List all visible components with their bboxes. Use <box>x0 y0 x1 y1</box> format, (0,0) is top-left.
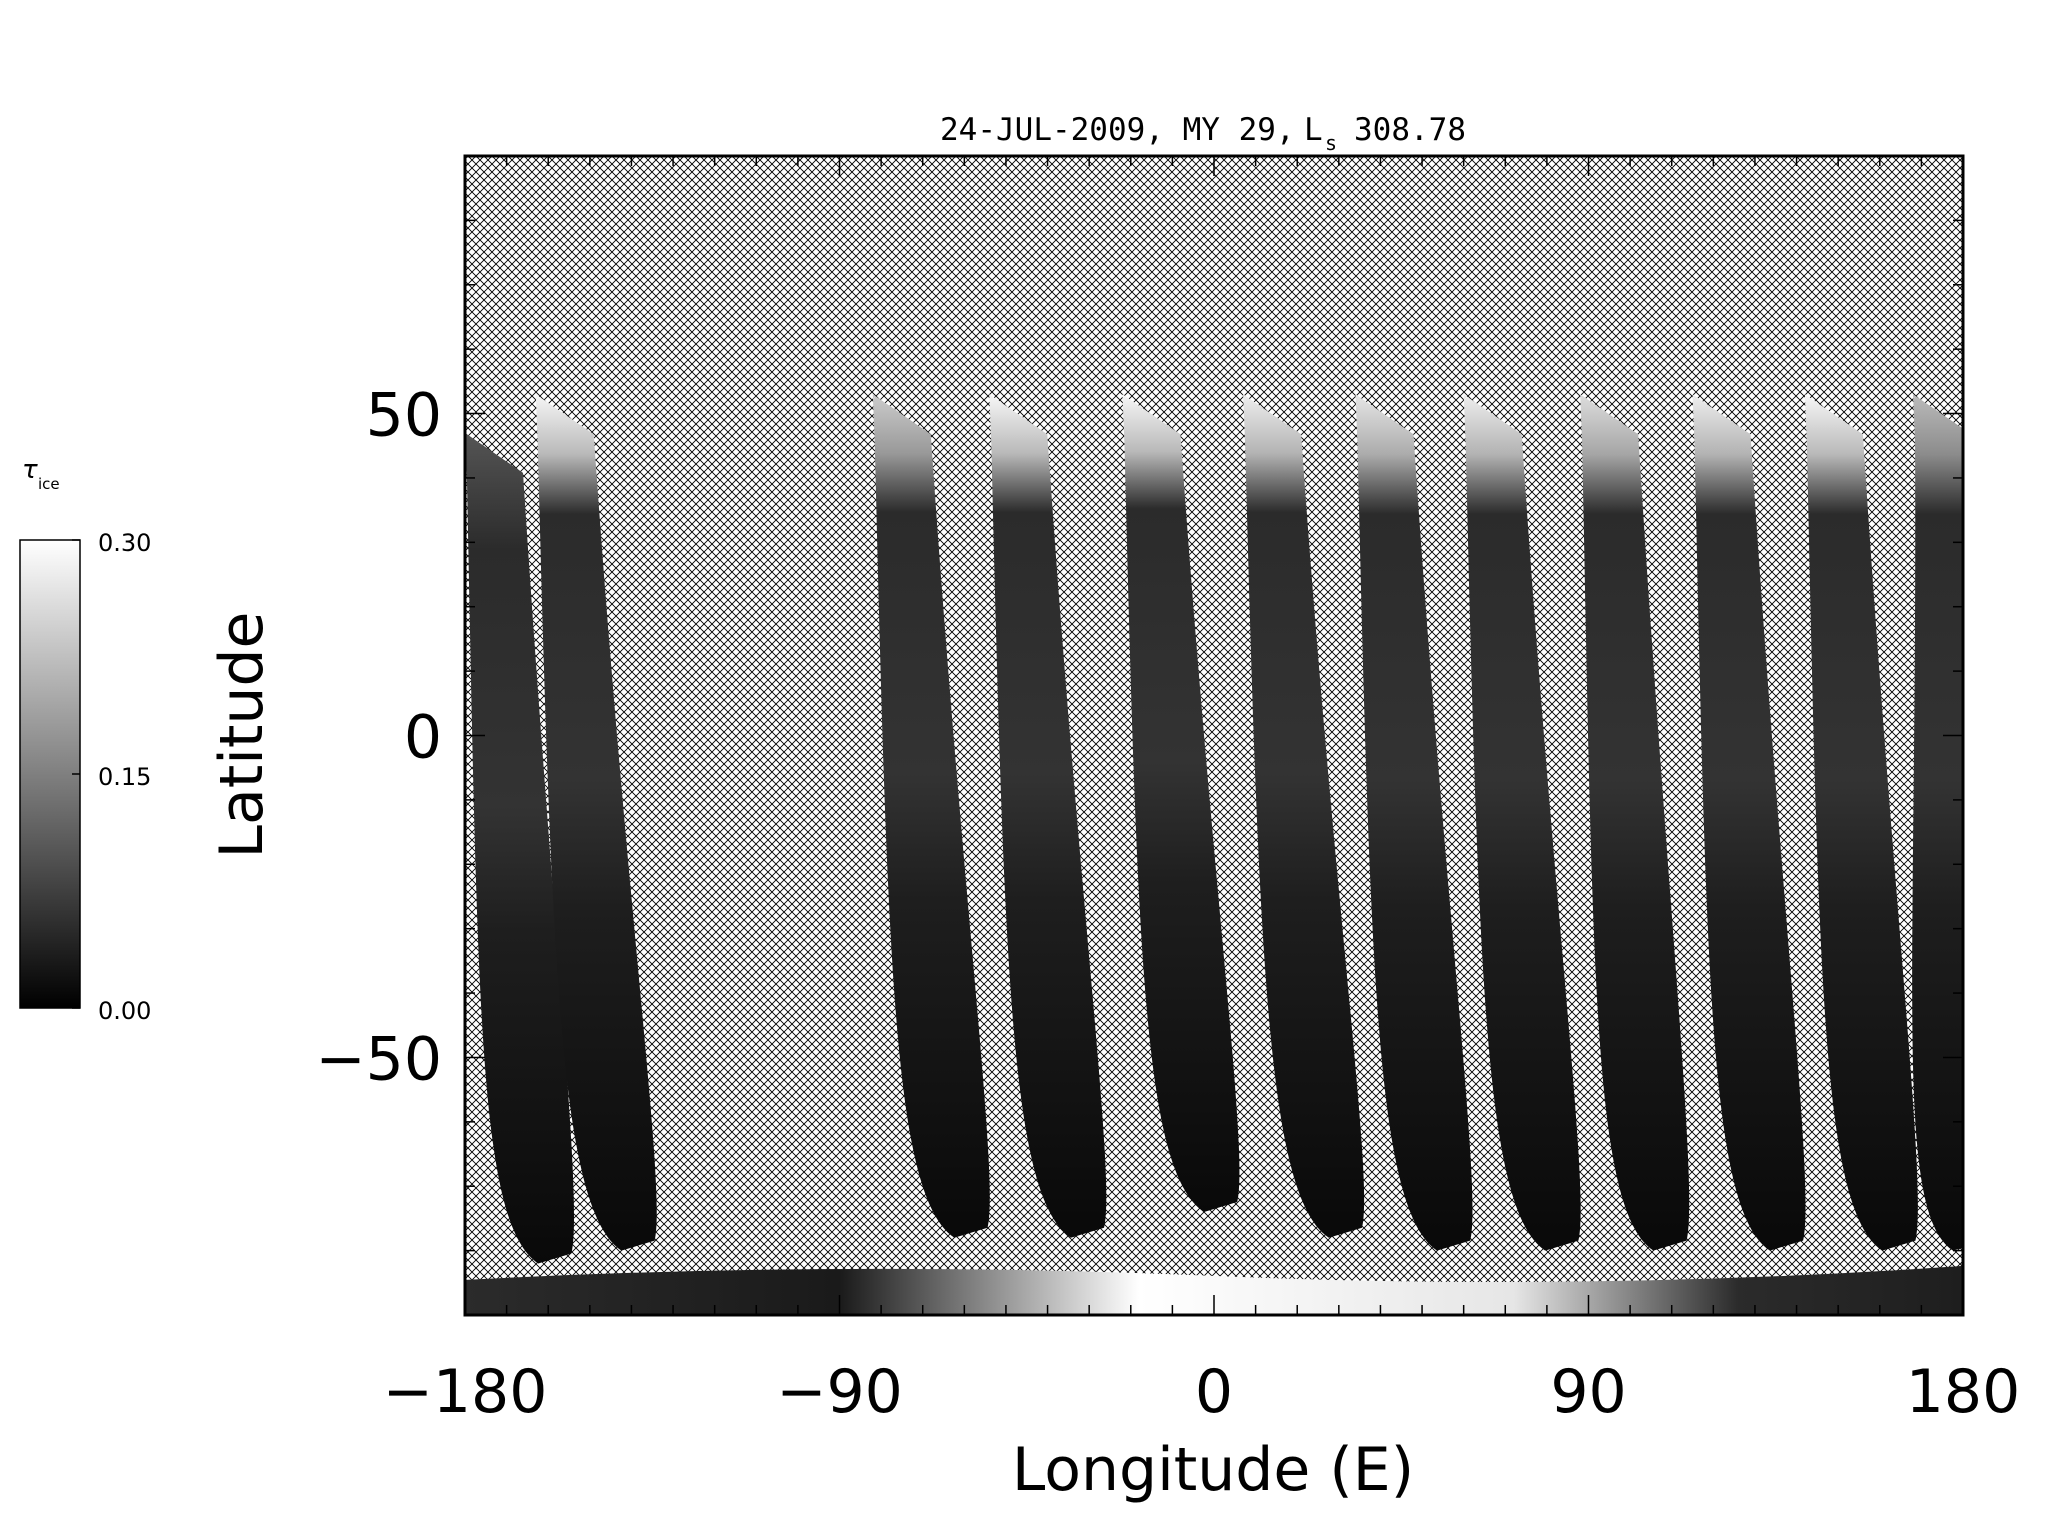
plot-area <box>463 154 1965 1317</box>
x-tick-label: 0 <box>1195 1357 1233 1427</box>
x-tick-labels: −180 −90 0 90 180 <box>383 1357 2021 1427</box>
orbit-swath <box>1912 394 1963 1251</box>
title-ls-subscript: s <box>1325 131 1337 155</box>
orbit-swath <box>1804 394 1918 1251</box>
orbit-swath <box>1692 394 1806 1251</box>
title-ls-value: 308.78 <box>1354 112 1466 148</box>
x-tick-label: 180 <box>1906 1357 2021 1427</box>
title-ls-symbol: L <box>1304 112 1323 148</box>
colorbar-max-label: 0.30 <box>98 529 151 557</box>
orbit-swath <box>1580 394 1690 1251</box>
orbit-swath <box>465 432 575 1264</box>
x-axis-label: Longitude (E) <box>1012 1435 1414 1505</box>
orbit-swath <box>1463 394 1581 1251</box>
x-tick-label: 90 <box>1550 1357 1626 1427</box>
orbit-swath <box>1355 394 1473 1251</box>
tick-layer <box>464 155 1964 1316</box>
title-text: 24-JUL-2009, MY 29, <box>940 112 1295 148</box>
y-tick-label: 50 <box>366 381 442 451</box>
orbit-swath <box>535 394 657 1251</box>
y-tick-labels: −50 0 50 <box>315 381 442 1095</box>
y-tick-label: −50 <box>315 1024 442 1094</box>
orbit-swath <box>1243 394 1365 1238</box>
orbit-swath <box>989 394 1107 1238</box>
colorbar: τ ice 0.30 0.15 0.00 <box>19 455 151 1025</box>
colorbar-mid-label: 0.15 <box>98 763 151 791</box>
y-tick-label: 0 <box>404 703 442 773</box>
orbit-swath <box>872 394 990 1238</box>
chart-title: 24-JUL-2009, MY 29, L s 308.78 <box>940 112 1466 155</box>
x-tick-label: −90 <box>776 1357 903 1427</box>
orbit-swath <box>1122 394 1240 1212</box>
x-tick-label: −180 <box>383 1357 548 1427</box>
swath-layer <box>465 394 1963 1264</box>
colorbar-min-label: 0.00 <box>98 997 151 1025</box>
colorbar-subscript: ice <box>38 475 60 493</box>
colorbar-symbol: τ <box>22 455 38 485</box>
colorbar-gradient <box>19 539 81 1009</box>
y-axis-label: Latitude <box>207 612 277 859</box>
